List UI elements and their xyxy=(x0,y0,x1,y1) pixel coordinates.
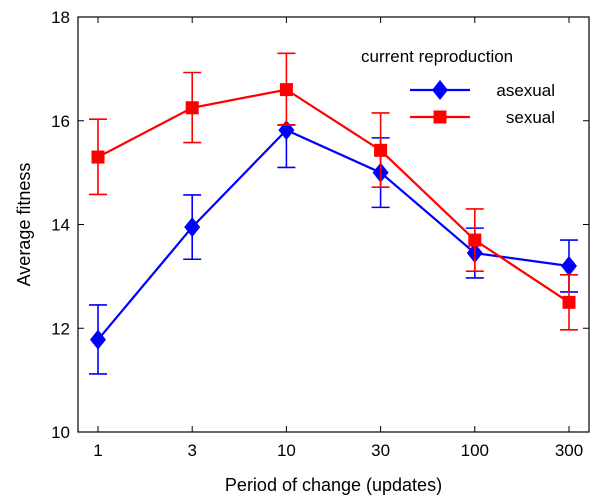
y-axis-label: Average fitness xyxy=(14,163,34,287)
series-sexual xyxy=(89,52,578,331)
x-tick-label: 3 xyxy=(187,441,196,460)
y-tick-label: 12 xyxy=(51,319,70,338)
data-point xyxy=(562,295,576,309)
legend-marker xyxy=(432,80,448,100)
plot-frame xyxy=(77,16,590,433)
data-point xyxy=(561,256,577,276)
series-asexual xyxy=(89,120,578,375)
y-tick-label: 18 xyxy=(51,8,70,27)
legend: current reproduction asexual sexual xyxy=(361,47,555,127)
x-tick-label: 1 xyxy=(93,441,102,460)
y-ticks: 10 12 14 16 18 xyxy=(51,8,589,442)
legend-entry-sexual: sexual xyxy=(410,108,555,127)
series-layer xyxy=(89,52,578,375)
data-point xyxy=(184,217,201,238)
y-tick-label: 14 xyxy=(51,216,70,235)
x-tick-label: 30 xyxy=(371,441,390,460)
series-line xyxy=(97,128,570,341)
legend-label: sexual xyxy=(506,108,555,127)
x-tick-label: 300 xyxy=(555,441,583,460)
legend-entries: asexual sexual xyxy=(410,80,555,127)
y-tick-label: 16 xyxy=(51,112,70,131)
data-point xyxy=(468,233,482,247)
legend-entry-asexual: asexual xyxy=(410,80,555,100)
x-tick-label: 100 xyxy=(461,441,489,460)
legend-title: current reproduction xyxy=(361,47,513,66)
data-point xyxy=(90,329,106,350)
x-ticks: 1 3 10 30 100 300 xyxy=(93,17,583,460)
x-axis-label: Period of change (updates) xyxy=(225,475,442,495)
data-point xyxy=(279,83,293,97)
data-point xyxy=(374,143,388,157)
x-tick-label: 10 xyxy=(277,441,296,460)
data-point xyxy=(185,101,199,115)
data-point xyxy=(91,150,105,164)
series-line xyxy=(97,88,570,304)
legend-label: asexual xyxy=(496,81,555,100)
legend-marker xyxy=(433,110,447,124)
y-tick-label: 10 xyxy=(51,423,70,442)
